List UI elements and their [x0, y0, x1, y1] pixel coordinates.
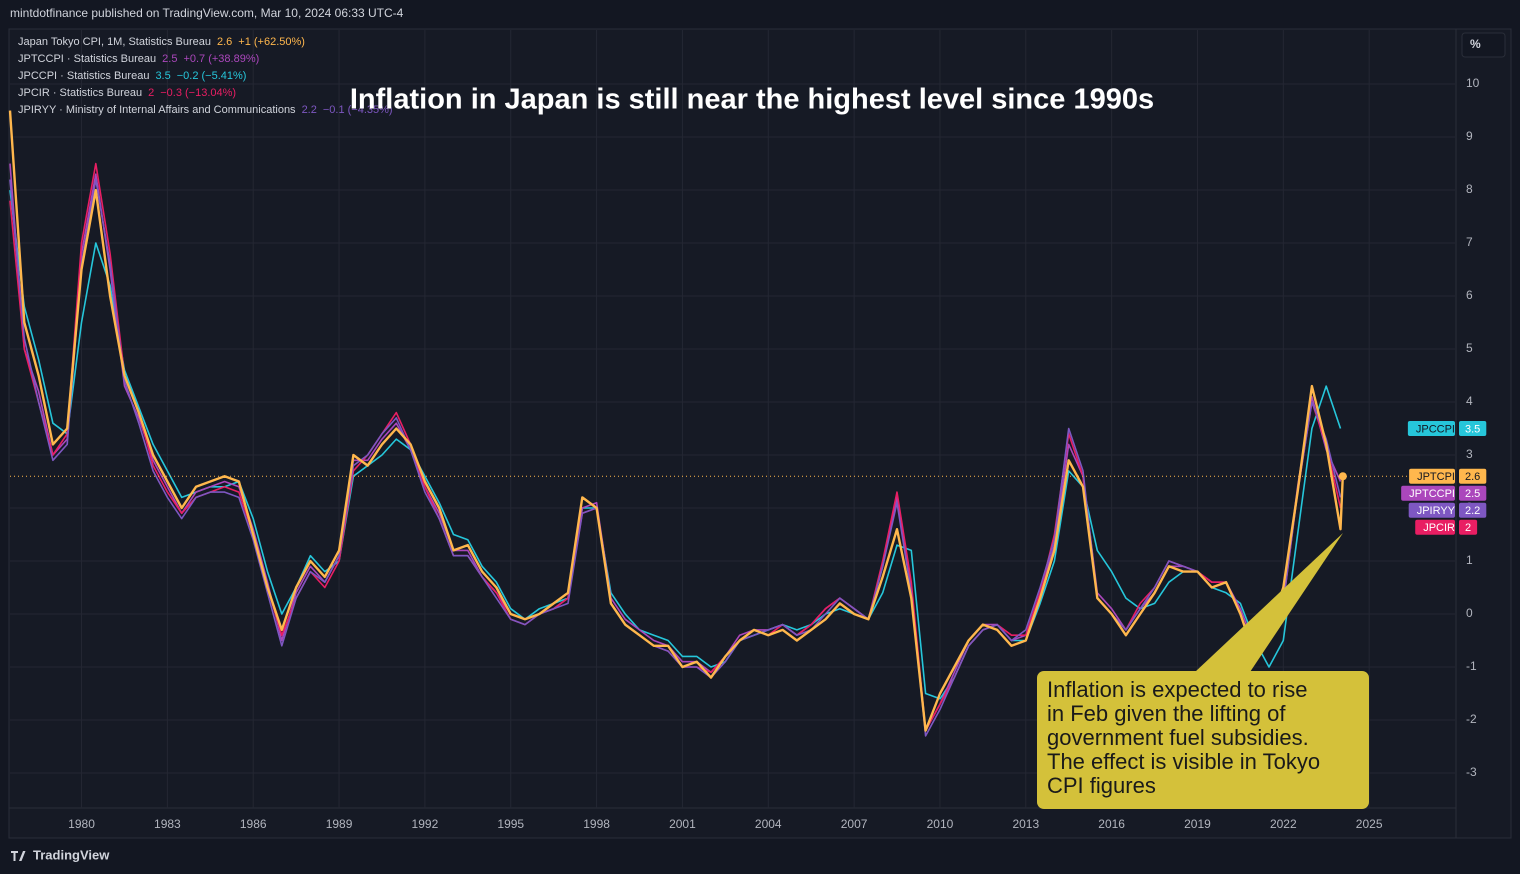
- legend-name: Japan Tokyo CPI, 1M, Statistics Bureau: [18, 36, 211, 48]
- y-tick-label: 5: [1466, 341, 1473, 355]
- chart-title: Inflation in Japan is still near the hig…: [350, 84, 1154, 116]
- callout-box: [1037, 671, 1369, 809]
- callout-text: in Feb given the lifting of: [1047, 701, 1286, 726]
- price-tag-symbol-box: [1415, 519, 1455, 535]
- x-tick-label: 1986: [240, 817, 267, 831]
- price-tag-value: 2.5: [1465, 488, 1480, 500]
- price-tag-value: 2.2: [1465, 505, 1480, 517]
- y-tick-label: -2: [1466, 712, 1477, 726]
- legend-name: JPTCCPI · Statistics Bureau: [18, 53, 156, 65]
- price-tag-value-box: [1459, 485, 1487, 501]
- price-tag-symbol-box: [1401, 485, 1455, 501]
- series-line: [9, 178, 1342, 737]
- price-tag-symbol: JPCIR: [1423, 522, 1455, 534]
- y-tick-label: 7: [1466, 235, 1473, 249]
- price-tag-value: 3.5: [1465, 423, 1480, 435]
- legend-value: 3.5: [155, 70, 170, 82]
- byline: mintdotfinance published on TradingView.…: [10, 6, 404, 20]
- price-tag-value-box: [1459, 519, 1478, 535]
- y-tick-label: 9: [1466, 129, 1473, 143]
- callout-pointer: [1195, 533, 1343, 672]
- brand: TradingView: [33, 847, 110, 862]
- series-line: [8, 110, 1344, 732]
- price-tag-symbol-box: [1408, 502, 1455, 518]
- price-tag-value: 2.6: [1465, 471, 1480, 483]
- legend-change: −0.1 (−4.35%): [323, 104, 393, 116]
- legend-name: JPIRYY · Ministry of Internal Affairs an…: [18, 104, 296, 116]
- legend-value: 2: [148, 87, 154, 99]
- price-tag-symbol: JPIRYY: [1417, 505, 1456, 517]
- x-tick-label: 2016: [1098, 817, 1125, 831]
- last-value-dot: [1338, 472, 1347, 481]
- price-tag-value-box: [1459, 421, 1487, 437]
- y-tick-label: 1: [1466, 553, 1473, 567]
- callout-text: CPI figures: [1047, 773, 1156, 798]
- scale-button[interactable]: [1461, 32, 1506, 58]
- legend-change: +0.7 (+38.89%): [183, 53, 259, 65]
- x-tick-label: 2010: [927, 817, 954, 831]
- price-tag-symbol-box: [1407, 421, 1455, 437]
- legend-name: JPCIR · Statistics Bureau: [18, 87, 142, 99]
- legend-change: +1 (+62.50%): [238, 36, 305, 48]
- x-tick-label: 1983: [154, 817, 181, 831]
- price-tag-symbol-box: [1409, 468, 1455, 484]
- y-tick-label: 8: [1466, 182, 1473, 196]
- scale-button-label[interactable]: %: [1470, 37, 1481, 51]
- callout-text: The effect is visible in Tokyo: [1047, 749, 1320, 774]
- x-tick-label: 1998: [583, 817, 610, 831]
- legend-value: 2.5: [162, 53, 177, 65]
- y-tick-label: 10: [1466, 76, 1480, 90]
- y-tick-label: -1: [1466, 659, 1477, 673]
- x-tick-label: 2013: [1012, 817, 1039, 831]
- x-tick-label: 1989: [326, 817, 353, 831]
- x-tick-label: 1995: [497, 817, 524, 831]
- x-tick-label: 2022: [1270, 817, 1297, 831]
- legend-change: −0.3 (−13.04%): [160, 87, 236, 99]
- y-tick-label: 6: [1466, 288, 1473, 302]
- price-tag-symbol: JPTCCPI: [1409, 488, 1455, 500]
- callout-text: Inflation is expected to rise: [1047, 677, 1307, 702]
- x-tick-label: 2007: [841, 817, 868, 831]
- y-tick-label: 4: [1466, 394, 1473, 408]
- legend-value: 2.2: [302, 104, 317, 116]
- x-tick-label: 2019: [1184, 817, 1211, 831]
- callout-text: government fuel subsidies.: [1047, 725, 1309, 750]
- legend-name: JPCCPI · Statistics Bureau: [18, 70, 149, 82]
- brand-logo: [11, 851, 26, 861]
- price-tag-symbol: JPTCPI: [1417, 471, 1455, 483]
- series-line: [9, 163, 1342, 732]
- x-tick-label: 2004: [755, 817, 782, 831]
- price-tag-symbol: JPCCPI: [1416, 423, 1455, 435]
- legend-value: 2.6: [217, 36, 232, 48]
- x-tick-label: 1980: [68, 817, 95, 831]
- price-tag-value-box: [1459, 468, 1487, 484]
- price-tag-value: 2: [1465, 522, 1471, 534]
- x-tick-label: 2025: [1356, 817, 1383, 831]
- legend-change: −0.2 (−5.41%): [177, 70, 247, 82]
- y-tick-label: 0: [1466, 606, 1473, 620]
- y-tick-label: -3: [1466, 765, 1477, 779]
- x-tick-label: 1992: [412, 817, 439, 831]
- x-tick-label: 2001: [669, 817, 696, 831]
- y-tick-label: 3: [1466, 447, 1473, 461]
- price-tag-value-box: [1459, 502, 1487, 518]
